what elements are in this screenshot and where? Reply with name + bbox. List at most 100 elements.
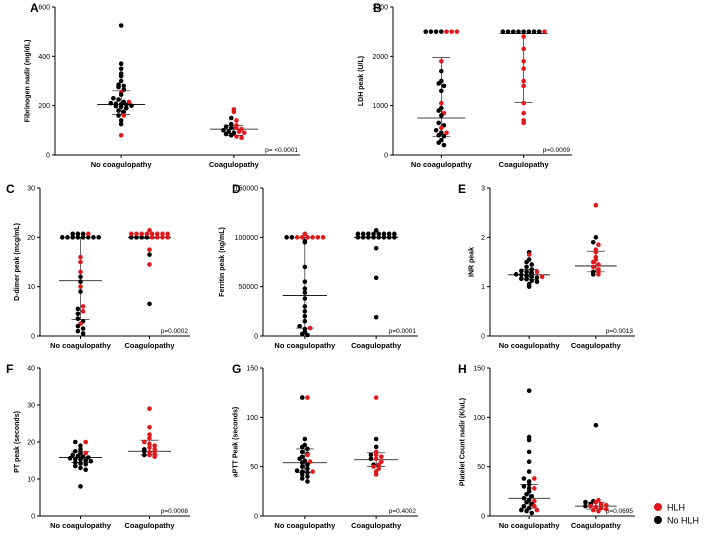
data-point-no-hlh	[529, 262, 535, 267]
p-value-label: p=0.0009	[543, 147, 571, 154]
data-point-no-hlh	[373, 444, 379, 450]
data-point-no-hlh	[147, 252, 152, 257]
y-tick-label: 0	[254, 334, 258, 341]
p-value-label: p=0.0002	[161, 328, 189, 335]
data-point-no-hlh	[78, 443, 83, 449]
p-value-label: p=0.0013	[606, 328, 634, 335]
data-point-hlh	[590, 259, 596, 265]
data-point-no-hlh	[121, 109, 127, 115]
legend-marker	[654, 503, 662, 511]
data-point-no-hlh	[529, 278, 535, 284]
data-point-no-hlh	[78, 279, 83, 285]
data-point-no-hlh	[436, 140, 442, 145]
data-point-hlh	[299, 235, 305, 240]
y-axis-label: Fibrinogen nadir (mg/dL)	[25, 40, 32, 123]
data-point-hlh	[379, 459, 384, 465]
y-tick-label: 50	[250, 464, 258, 471]
data-point-no-hlh	[142, 448, 147, 454]
data-point-no-hlh	[118, 104, 124, 110]
data-point-no-hlh	[118, 121, 124, 127]
data-point-hlh	[231, 109, 237, 115]
data-point-no-hlh	[124, 102, 129, 108]
data-point-no-hlh	[386, 231, 392, 237]
y-axis-label: Ferritin peak (ng/mL)	[219, 227, 226, 297]
data-point-hlh	[371, 464, 376, 469]
panel-letter: H	[458, 362, 467, 376]
data-point-no-hlh	[75, 306, 81, 312]
data-point-no-hlh	[433, 29, 439, 34]
data-point-hlh	[439, 58, 444, 64]
data-point-no-hlh	[111, 95, 116, 101]
data-point-no-hlh	[297, 456, 302, 462]
data-point-hlh	[521, 66, 526, 71]
data-point-hlh	[598, 505, 604, 511]
data-point-hlh	[80, 304, 86, 309]
data-point-no-hlh	[305, 462, 310, 467]
data-point-no-hlh	[305, 466, 310, 471]
data-point-no-hlh	[510, 29, 516, 34]
data-point-hlh	[532, 486, 537, 491]
data-point-no-hlh	[299, 395, 305, 400]
data-point-no-hlh	[428, 29, 434, 34]
data-point-hlh	[310, 235, 315, 240]
data-point-no-hlh	[78, 465, 83, 471]
data-point-hlh	[454, 29, 460, 34]
data-point-no-hlh	[513, 272, 519, 277]
data-point-hlh	[521, 100, 526, 106]
data-point-hlh	[593, 249, 599, 255]
p-value-label: p= <0.0001	[265, 147, 298, 154]
data-point-no-hlh	[70, 235, 75, 240]
data-point-no-hlh	[302, 309, 308, 314]
data-point-hlh	[149, 235, 155, 240]
data-point-no-hlh	[526, 482, 532, 487]
data-point-hlh	[152, 443, 157, 449]
data-point-no-hlh	[371, 231, 376, 237]
data-point-hlh	[307, 325, 313, 331]
data-point-hlh	[310, 469, 315, 474]
data-point-no-hlh	[366, 235, 371, 240]
data-point-hlh	[439, 100, 444, 106]
x-tick-label: No coagulopathy	[499, 341, 561, 350]
panel-b: B 0 1000 2000 3000 LDH peak (U/L) No coagulopa…	[358, 1, 572, 169]
data-point-no-hlh	[524, 264, 529, 270]
panel-c: C 0 10 20 30 D-dimer peak (mcg/mL) No coagulop…	[6, 182, 190, 350]
data-point-hlh	[521, 78, 526, 84]
data-point-hlh	[603, 506, 609, 512]
x-tick-label: Coagulopathy	[125, 341, 176, 350]
data-point-no-hlh	[534, 279, 540, 285]
data-point-hlh	[294, 235, 300, 240]
data-point-no-hlh	[593, 235, 599, 240]
data-point-hlh	[134, 231, 139, 237]
data-point-no-hlh	[116, 84, 121, 90]
data-point-no-hlh	[593, 422, 599, 428]
data-point-hlh	[376, 462, 382, 467]
data-point-no-hlh	[75, 311, 81, 317]
data-point-hlh	[596, 272, 601, 277]
data-point-hlh	[439, 125, 444, 131]
data-point-no-hlh	[228, 115, 234, 121]
data-point-no-hlh	[116, 108, 121, 113]
panel-letter: B	[373, 1, 382, 15]
data-point-no-hlh	[302, 436, 308, 442]
y-tick-label: 150	[473, 366, 485, 373]
data-point-no-hlh	[521, 495, 527, 501]
x-tick-label: Coagulopathy	[351, 521, 402, 530]
data-point-hlh	[603, 502, 609, 508]
data-point-no-hlh	[73, 448, 78, 454]
data-point-no-hlh	[86, 235, 91, 240]
y-tick-label: 30	[27, 403, 35, 410]
data-point-no-hlh	[78, 447, 83, 452]
data-point-no-hlh	[299, 331, 305, 337]
data-point-no-hlh	[80, 454, 86, 460]
data-point-no-hlh	[305, 332, 310, 338]
data-point-no-hlh	[583, 499, 588, 505]
data-point-hlh	[241, 130, 247, 136]
y-tick-label: 0	[481, 514, 485, 521]
data-point-hlh	[129, 231, 134, 237]
data-point-no-hlh	[441, 83, 447, 89]
y-tick-label: 100	[473, 415, 485, 422]
data-point-hlh	[521, 34, 526, 39]
data-point-no-hlh	[305, 474, 310, 479]
data-point-no-hlh	[436, 108, 442, 113]
